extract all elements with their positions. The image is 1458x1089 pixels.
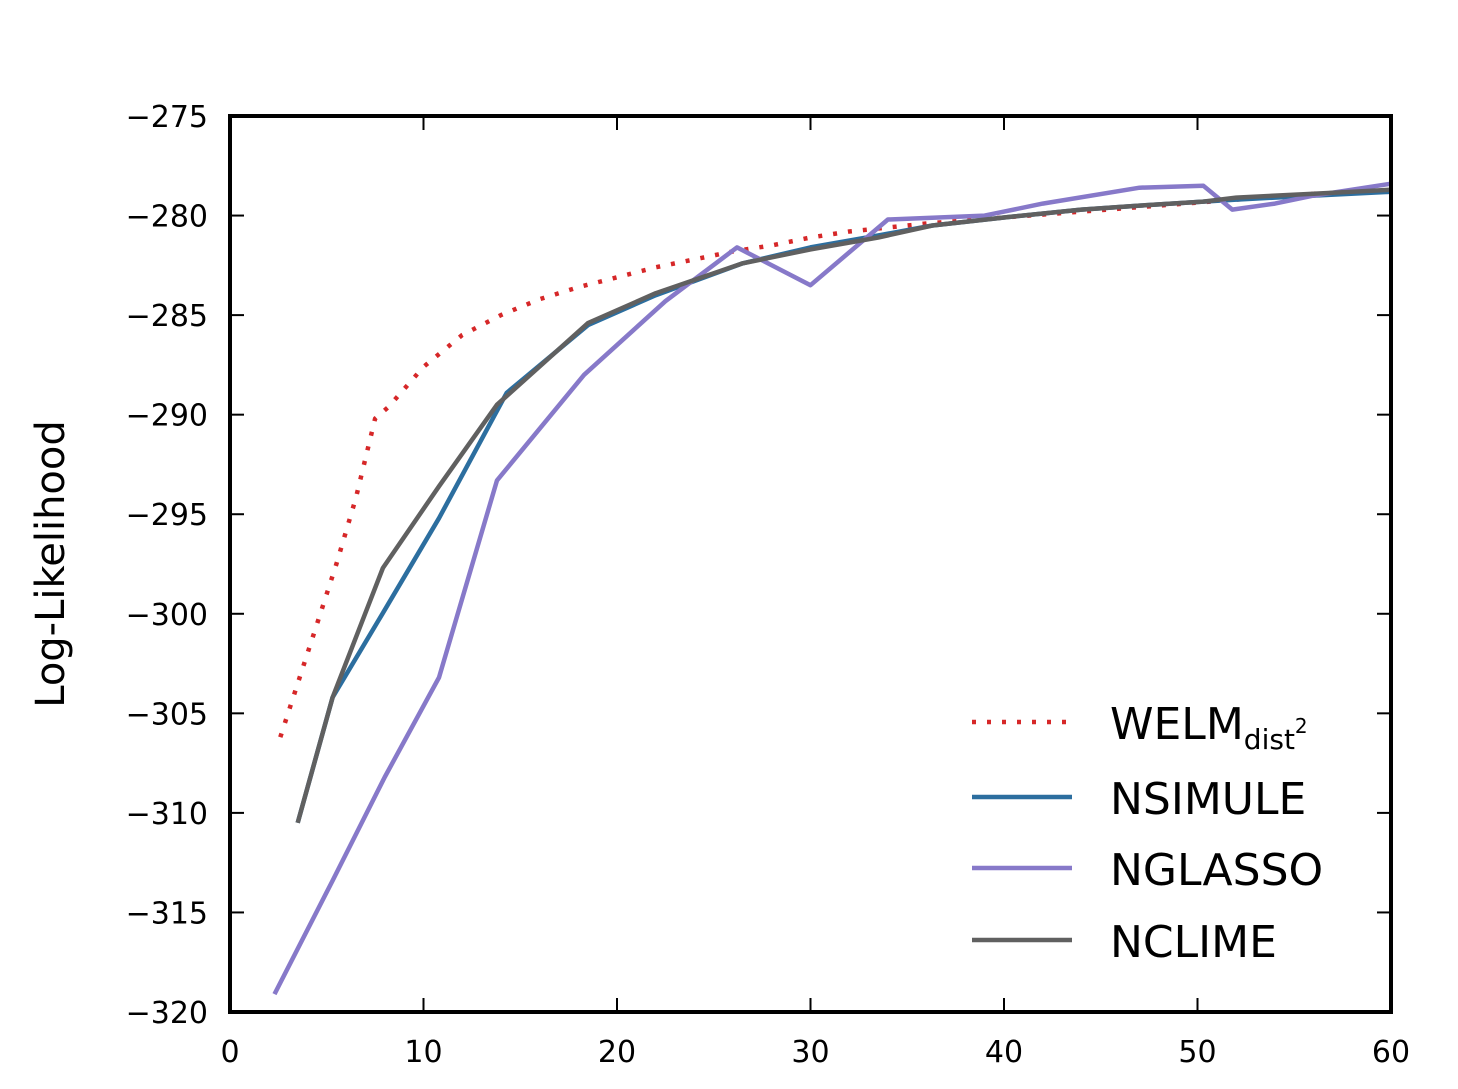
legend-label-nclime: NCLIME xyxy=(1110,917,1277,968)
y-tick-label: −290 xyxy=(126,399,208,434)
x-tick-label: 30 xyxy=(791,1035,829,1070)
y-axis-label: Log-Likelihood xyxy=(28,420,74,708)
legend-label-welm: WELMdist2 xyxy=(1110,699,1308,756)
y-tick-label: −320 xyxy=(126,996,208,1031)
y-tick-label: −275 xyxy=(126,100,208,135)
y-tick-label: −280 xyxy=(126,200,208,235)
y-tick-label: −315 xyxy=(126,896,208,931)
y-tick-label: −305 xyxy=(126,697,208,732)
y-tick-label: −285 xyxy=(126,299,208,334)
x-tick-label: 20 xyxy=(598,1035,636,1070)
series-layer xyxy=(272,181,1392,996)
legend-label-nglasso: NGLASSO xyxy=(1110,845,1323,896)
series-line-nglasso xyxy=(272,181,1392,996)
x-tick-label: 50 xyxy=(1178,1035,1216,1070)
y-tick-label: −295 xyxy=(126,498,208,533)
legend: WELMdist2 NSIMULE NGLASSO NCLIME xyxy=(972,699,1323,968)
x-tick-label: 0 xyxy=(220,1035,239,1070)
series-line-nclime xyxy=(295,187,1392,824)
tick-label-layer: 0 10 20 30 40 50 60 −275 −280 −285 −290 −295 −300 −30… xyxy=(126,100,1411,1070)
y-tick-label: −310 xyxy=(126,797,208,832)
x-tick-label: 10 xyxy=(404,1035,442,1070)
x-tick-label: 60 xyxy=(1372,1035,1410,1070)
legend-label-nsimule: NSIMULE xyxy=(1110,774,1306,825)
plot-frame xyxy=(228,114,1393,1014)
y-tick-label: −300 xyxy=(126,598,208,633)
x-tick-label: 40 xyxy=(985,1035,1023,1070)
